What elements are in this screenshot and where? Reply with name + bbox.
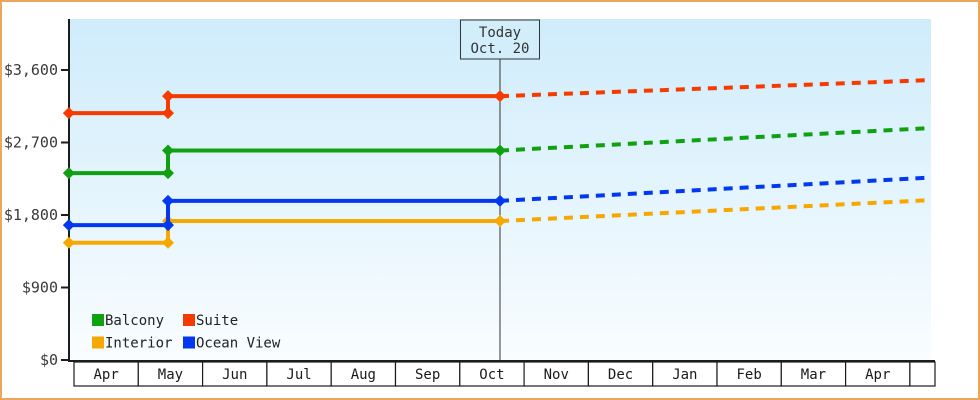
today-label-box bbox=[459, 19, 540, 60]
month-cell bbox=[73, 361, 139, 387]
month-label: Jan bbox=[672, 367, 697, 383]
y-tick-label: $2,700 bbox=[4, 134, 58, 152]
y-tick-mark bbox=[61, 214, 68, 216]
y-tick-label: $0 bbox=[40, 351, 58, 369]
month-cell bbox=[394, 361, 461, 387]
month-label: Dec bbox=[608, 367, 633, 383]
legend-swatch-suite bbox=[183, 314, 195, 326]
month-label: Aug bbox=[351, 367, 376, 383]
y-tick-label: $900 bbox=[22, 279, 58, 297]
today-label-line: Oct. 20 bbox=[470, 41, 529, 57]
forecast-line-ocean-view bbox=[499, 175, 932, 203]
month-label: Apr bbox=[865, 367, 890, 383]
y-tick-mark bbox=[61, 141, 68, 144]
month-label: Sep bbox=[415, 367, 440, 383]
y-tick-mark bbox=[61, 69, 68, 71]
month-label: Nov bbox=[544, 367, 569, 383]
month-cell bbox=[652, 361, 718, 387]
legend-label: Interior bbox=[105, 336, 172, 352]
data-point-interior bbox=[493, 215, 506, 228]
data-point-ocean-view bbox=[162, 219, 175, 232]
data-point-interior bbox=[162, 236, 175, 249]
legend-label: Balcony bbox=[105, 313, 164, 329]
data-point-balcony bbox=[62, 167, 75, 180]
y-tick-mark bbox=[61, 286, 68, 289]
history-line-suite bbox=[68, 94, 500, 116]
forecast-line-balcony bbox=[499, 126, 932, 153]
data-point-balcony bbox=[493, 144, 506, 157]
data-point-suite bbox=[162, 107, 175, 120]
y-tick-mark bbox=[61, 359, 68, 361]
history-line-balcony bbox=[68, 148, 500, 176]
y-axis-line bbox=[68, 19, 70, 362]
legend-label: Suite bbox=[196, 313, 238, 329]
legend-label: Ocean View bbox=[196, 336, 281, 352]
y-tick-label: $1,800 bbox=[4, 206, 58, 224]
month-label: May bbox=[158, 367, 183, 383]
data-point-ocean-view bbox=[493, 194, 506, 207]
data-point-suite bbox=[162, 90, 175, 103]
month-cell bbox=[523, 361, 589, 387]
legend-swatch-ocean-view bbox=[183, 336, 195, 349]
data-point-suite bbox=[493, 90, 506, 103]
month-cell bbox=[780, 361, 847, 387]
x-axis-line bbox=[68, 360, 935, 362]
month-label: Oct bbox=[479, 367, 504, 383]
month-cell bbox=[266, 361, 332, 387]
month-cell bbox=[716, 361, 782, 387]
data-point-ocean-view bbox=[162, 194, 175, 207]
month-cell-empty bbox=[909, 361, 936, 387]
month-cell bbox=[137, 361, 204, 387]
month-label: Jul bbox=[286, 367, 311, 383]
month-label: Apr bbox=[94, 367, 119, 383]
legend-swatch-interior bbox=[92, 336, 104, 349]
data-point-interior bbox=[62, 236, 75, 249]
month-cell bbox=[587, 361, 654, 387]
month-label: Feb bbox=[737, 367, 762, 383]
data-point-ocean-view bbox=[62, 219, 75, 232]
today-label-line: Today bbox=[479, 25, 521, 41]
history-line-ocean-view bbox=[68, 198, 500, 228]
y-tick-label: $3,600 bbox=[4, 61, 58, 79]
history-line-interior bbox=[68, 219, 500, 245]
month-label: Mar bbox=[801, 367, 826, 383]
plot-background bbox=[70, 19, 931, 360]
month-cell bbox=[330, 361, 397, 387]
month-cell bbox=[844, 361, 911, 387]
legend-swatch-balcony bbox=[92, 314, 104, 326]
forecast-line-suite bbox=[499, 78, 932, 99]
data-point-balcony bbox=[162, 144, 175, 157]
data-point-balcony bbox=[162, 167, 175, 180]
data-point-suite bbox=[62, 107, 75, 120]
month-label: Jun bbox=[222, 367, 247, 383]
forecast-line-interior bbox=[499, 198, 932, 224]
month-cell bbox=[459, 361, 525, 387]
